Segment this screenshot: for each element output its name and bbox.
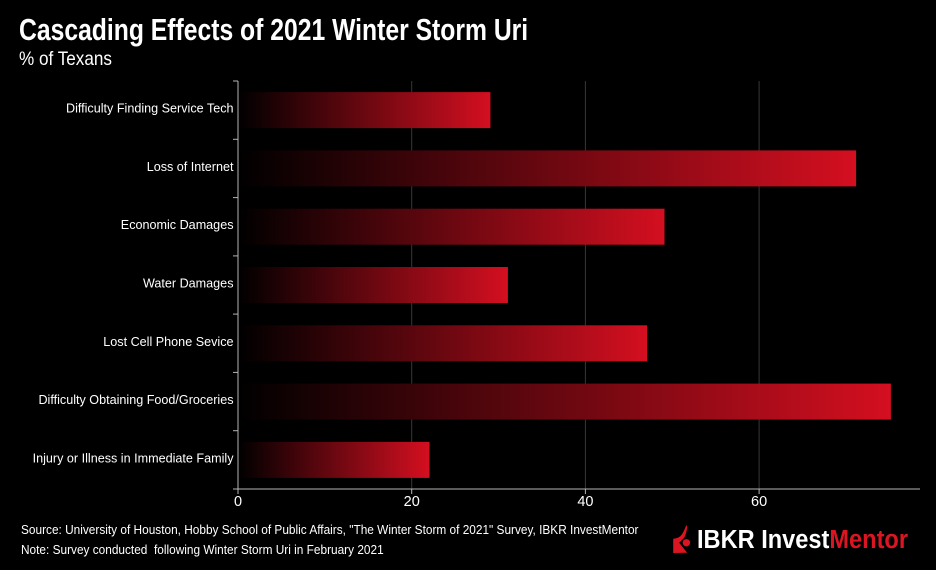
svg-text:40: 40	[577, 494, 593, 510]
svg-text:Economic Damages: Economic Damages	[121, 218, 234, 232]
svg-text:20: 20	[404, 494, 420, 510]
svg-text:Lost Cell Phone Sevice: Lost Cell Phone Sevice	[103, 335, 233, 349]
svg-text:Difficulty Obtaining Food/Groc: Difficulty Obtaining Food/Groceries	[38, 393, 233, 407]
svg-text:Loss of Internet: Loss of Internet	[147, 160, 234, 174]
svg-text:0: 0	[234, 494, 242, 510]
svg-text:Injury or Illness in Immediate: Injury or Illness in Immediate Family	[33, 451, 235, 465]
svg-text:Water Damages: Water Damages	[143, 277, 234, 291]
svg-text:60: 60	[751, 494, 767, 510]
svg-text:Difficulty Finding Service Tec: Difficulty Finding Service Tech	[66, 102, 234, 116]
